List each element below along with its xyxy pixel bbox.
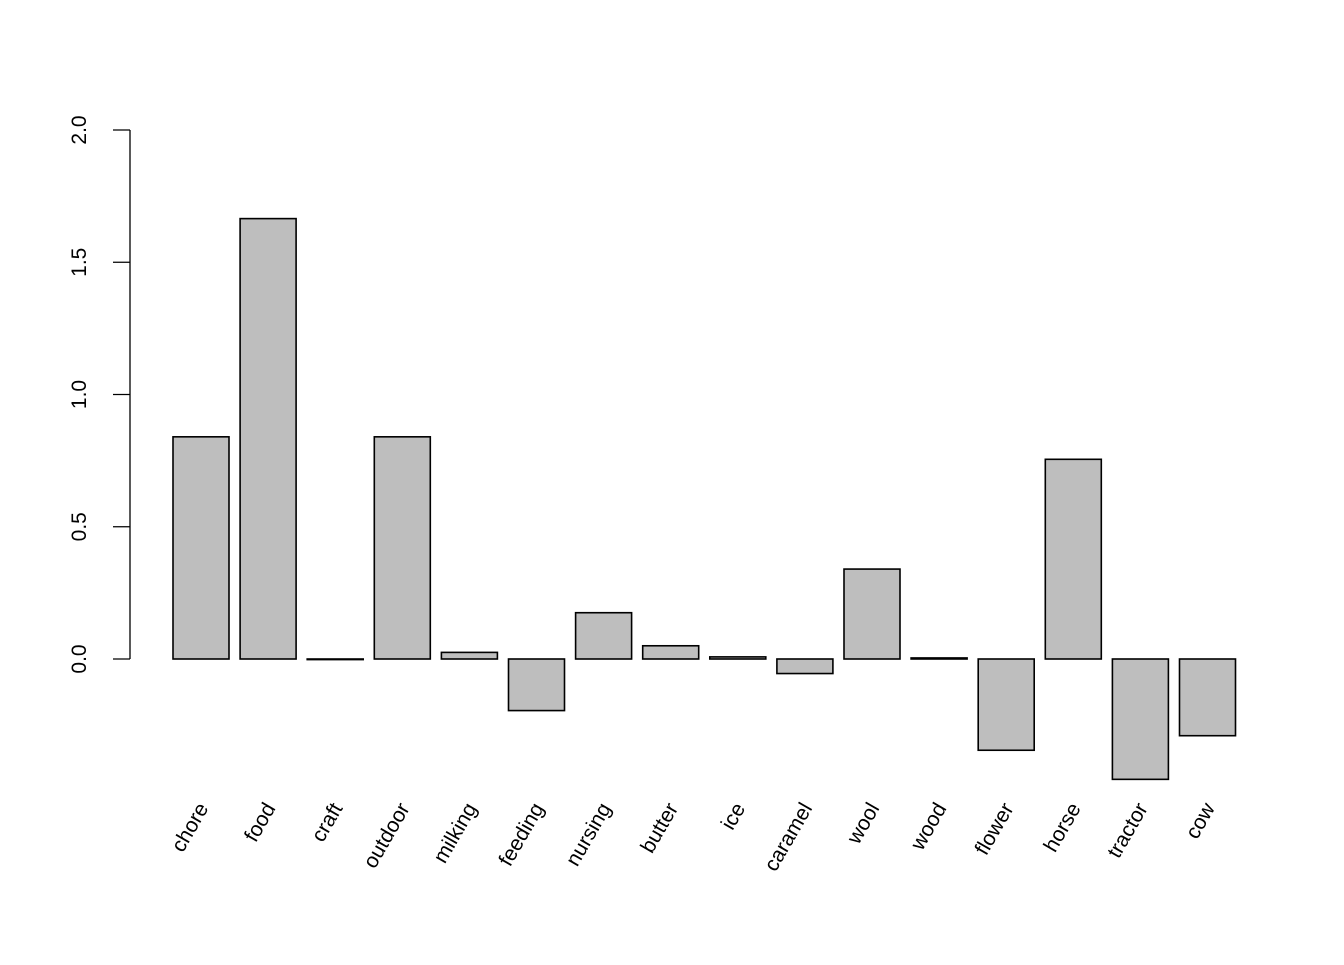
y-tick-label: 1.0 — [68, 380, 91, 409]
bar-butter — [641, 644, 700, 660]
y-tick-label: 1.5 — [68, 248, 91, 277]
x-labels-group: chore food craft outdoor milking feeding nursi… — [167, 798, 1220, 875]
x-tick-label-butter: butter — [636, 799, 683, 857]
x-tick-label-milking: milking — [429, 799, 482, 867]
bar-nursing — [574, 611, 633, 660]
y-tick-label: 0.5 — [68, 512, 91, 541]
x-tick-label-food: food — [240, 799, 280, 846]
bar-food — [239, 217, 297, 660]
x-tick-label-flower: flower — [971, 799, 1019, 859]
x-tick-label-tractor: tractor — [1103, 799, 1153, 862]
x-tick-label-ice: ice — [717, 799, 750, 834]
x-tick-label-nursing: nursing — [562, 799, 616, 870]
bar-wood — [910, 657, 968, 660]
bar-cow — [1178, 658, 1237, 737]
bar-caramel — [776, 658, 834, 675]
bar-feeding — [507, 658, 566, 712]
bar-milking — [440, 651, 499, 660]
bar-wool — [843, 568, 901, 660]
bar-tractor — [1111, 658, 1170, 781]
x-tick-label-wool: wool — [842, 799, 884, 849]
bar-flower — [977, 658, 1036, 752]
x-tick-label-craft: craft — [307, 799, 347, 846]
bars-group — [172, 217, 1237, 781]
y-axis: 0.0 0.5 1.0 1.5 2.0 — [68, 115, 131, 674]
x-tick-label-caramel: caramel — [760, 799, 817, 875]
x-tick-label-cow: cow — [1181, 798, 1220, 843]
x-tick-label-wood: wood — [906, 799, 952, 855]
bar-chore — [172, 436, 230, 660]
x-tick-label-feeding: feeding — [494, 799, 548, 870]
x-tick-label-horse: horse — [1039, 799, 1085, 856]
y-tick-label: 2.0 — [68, 115, 91, 144]
bar-horse — [1044, 458, 1103, 660]
x-tick-label-outdoor: outdoor — [359, 799, 415, 872]
bar-craft — [306, 658, 365, 661]
bar-outdoor — [373, 436, 432, 660]
x-tick-label-chore: chore — [167, 799, 213, 856]
bar-ice — [708, 656, 767, 660]
y-tick-label: 0.0 — [68, 644, 91, 673]
